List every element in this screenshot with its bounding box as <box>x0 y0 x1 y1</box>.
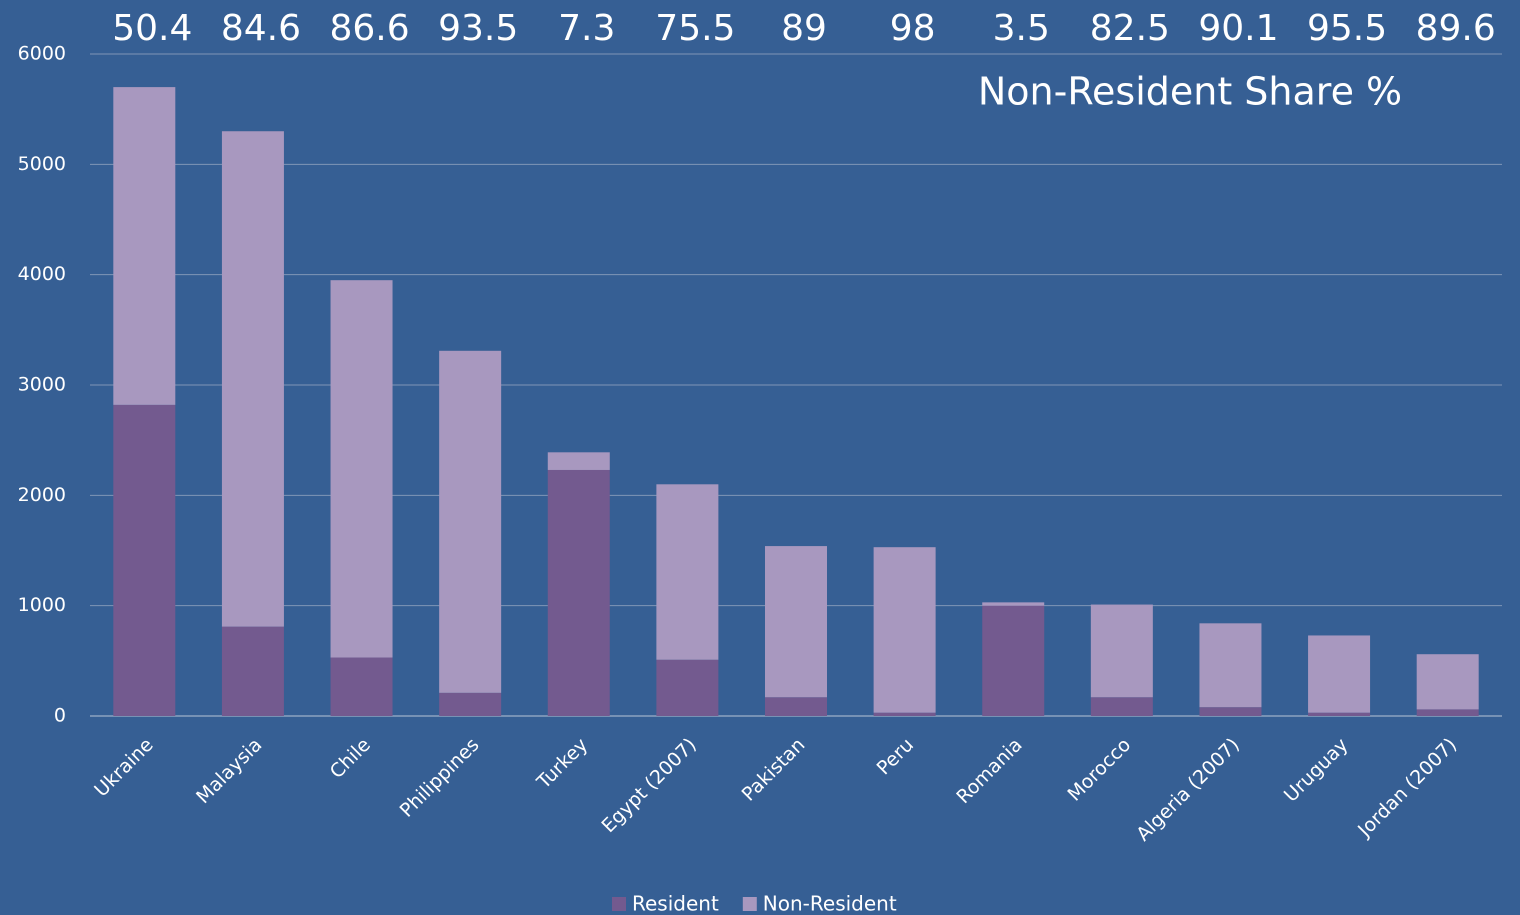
bar-segment <box>221 131 284 627</box>
bar-segment <box>439 692 502 716</box>
y-tick-label: 3000 <box>18 374 66 396</box>
y-tick-label: 4000 <box>18 263 66 285</box>
share-label: 93.5 <box>438 8 518 49</box>
y-tick-label: 5000 <box>18 153 66 175</box>
share-label: 7.3 <box>558 8 615 49</box>
bar-segment <box>873 547 936 713</box>
bar-segment <box>656 484 719 660</box>
bar-segment <box>330 280 393 658</box>
share-label: 50.4 <box>112 8 192 49</box>
bar-segment <box>547 469 610 716</box>
share-label: 75.5 <box>655 8 735 49</box>
share-label: 84.6 <box>221 8 301 49</box>
y-tick-label: 1000 <box>18 594 66 616</box>
share-label: 98 <box>890 8 936 49</box>
share-label: 95.5 <box>1307 8 1387 49</box>
share-label: 86.6 <box>329 8 409 49</box>
bar-segment <box>765 546 827 698</box>
bar-segment <box>982 605 1045 716</box>
bar-segment <box>221 626 284 716</box>
y-tick-label: 0 <box>54 705 66 727</box>
annotation: Non-Resident Share % <box>978 70 1402 114</box>
bar-segment <box>113 404 176 716</box>
bar-segment <box>1416 654 1479 710</box>
legend-swatch <box>612 897 626 911</box>
legend-label: Resident <box>632 892 719 915</box>
bar-segment <box>982 602 1045 606</box>
y-tick-label: 6000 <box>18 43 66 65</box>
share-label: 89 <box>781 8 827 49</box>
share-label: 82.5 <box>1090 8 1170 49</box>
bar-segment <box>873 712 936 716</box>
legend-label: Non-Resident <box>763 892 897 915</box>
bar-segment <box>1090 697 1153 716</box>
bar-segment <box>656 659 719 716</box>
bar-segment <box>330 657 393 716</box>
bar-segment <box>439 350 502 693</box>
share-label: 89.6 <box>1416 8 1496 49</box>
bar-segment <box>1308 635 1371 713</box>
bar-segment <box>1416 709 1479 716</box>
bar-segment <box>113 87 176 405</box>
bar-segment <box>765 697 827 716</box>
share-label: 90.1 <box>1198 8 1278 49</box>
legend-swatch <box>742 897 757 911</box>
bar-segment <box>547 452 610 470</box>
y-tick-label: 2000 <box>18 484 66 506</box>
bar-segment <box>1199 707 1262 716</box>
bar-segment <box>1308 712 1371 716</box>
bar-segment <box>1090 604 1153 698</box>
share-label: 3.5 <box>993 8 1050 49</box>
bar-segment <box>1199 623 1262 708</box>
